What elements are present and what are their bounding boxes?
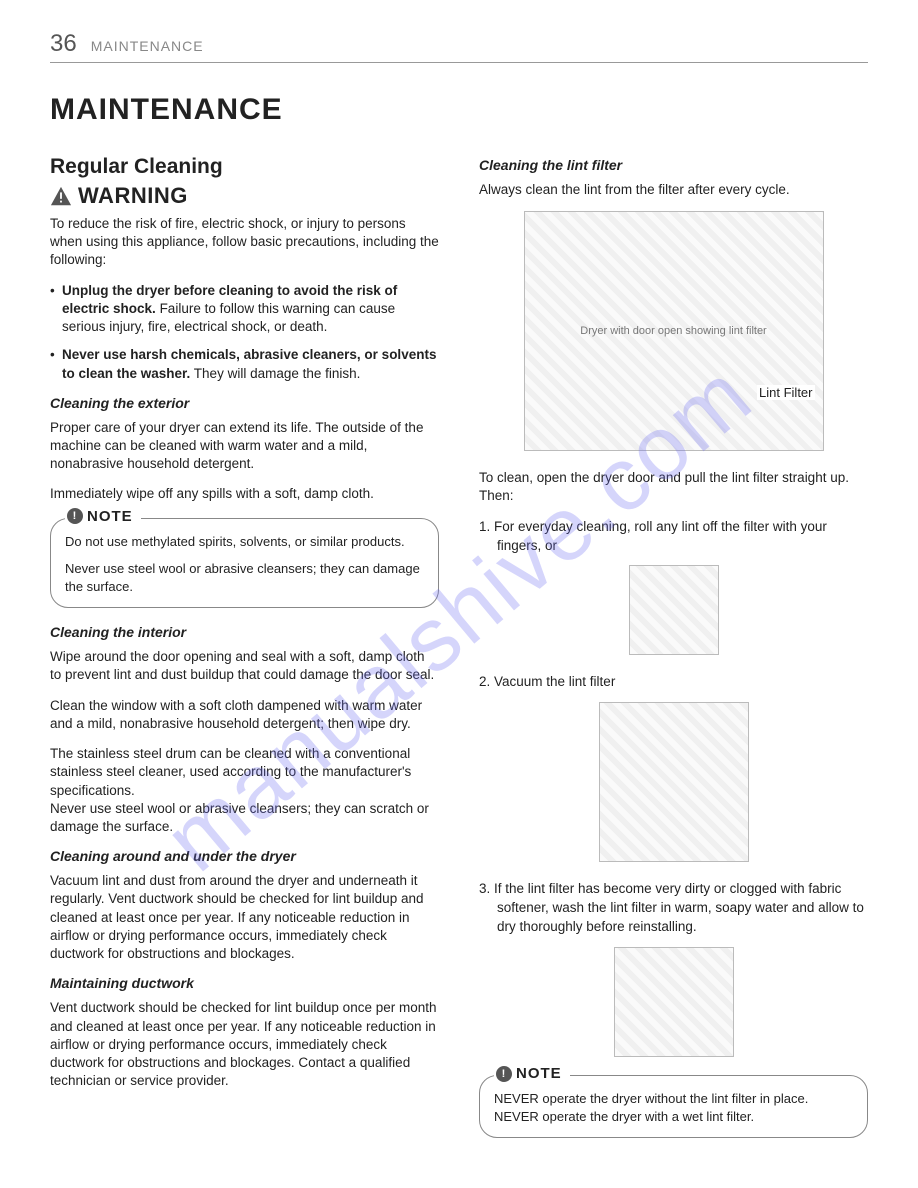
figure-vacuum <box>479 702 868 862</box>
p-around: Vacuum lint and dust from around the dry… <box>50 872 439 963</box>
note-label: ! NOTE <box>494 1065 570 1082</box>
lint-steps: 1. For everyday cleaning, roll any lint … <box>479 518 868 556</box>
warning-label-text: WARNING <box>78 183 188 209</box>
wash-illustration <box>614 947 734 1057</box>
p-exterior-2: Immediately wipe off any spills with a s… <box>50 485 439 503</box>
lint-filter-illustration <box>629 565 719 655</box>
step-2: 2. Vacuum the lint filter <box>479 673 868 692</box>
page-section-label: MAINTENANCE <box>91 38 204 54</box>
p-ductwork: Vent ductwork should be checked for lint… <box>50 999 439 1090</box>
figure-lint-roll <box>479 565 868 655</box>
note1-p1: Do not use methylated spirits, solvents,… <box>65 533 424 551</box>
p-toclean: To clean, open the dryer door and pull t… <box>479 469 868 505</box>
note-box-2: ! NOTE NEVER operate the dryer without t… <box>479 1075 868 1138</box>
figure-dryer: Dryer with door open showing lint filter… <box>479 211 868 451</box>
bullet-item: Never use harsh chemicals, abrasive clea… <box>50 346 439 382</box>
warning-heading: WARNING <box>50 183 439 209</box>
lint-filter-callout: Lint Filter <box>757 385 814 400</box>
figure-alt: Dryer with door open showing lint filter <box>580 325 766 337</box>
dryer-illustration: Dryer with door open showing lint filter… <box>524 211 824 451</box>
right-column: Cleaning the lint filter Always clean th… <box>479 155 868 1154</box>
warning-bullets: Unplug the dryer before cleaning to avoi… <box>50 282 439 383</box>
bullet-rest: They will damage the finish. <box>190 366 360 381</box>
p-interior-1: Wipe around the door opening and seal wi… <box>50 648 439 684</box>
lint-steps: 3. If the lint filter has become very di… <box>479 880 868 937</box>
heading-ductwork: Maintaining ductwork <box>50 975 439 991</box>
left-column: Regular Cleaning WARNING To reduce the r… <box>50 155 439 1154</box>
step-3: 3. If the lint filter has become very di… <box>479 880 868 937</box>
heading-interior: Cleaning the interior <box>50 624 439 640</box>
main-title: MAINTENANCE <box>50 93 868 127</box>
info-icon: ! <box>496 1066 512 1082</box>
p-interior-2: Clean the window with a soft cloth dampe… <box>50 697 439 733</box>
heading-around: Cleaning around and under the dryer <box>50 848 439 864</box>
lint-steps: 2. Vacuum the lint filter <box>479 673 868 692</box>
p-exterior-1: Proper care of your dryer can extend its… <box>50 419 439 474</box>
p-interior-3: The stainless steel drum can be cleaned … <box>50 745 439 836</box>
note2-text: NEVER operate the dryer without the lint… <box>494 1090 853 1125</box>
vacuum-illustration <box>599 702 749 862</box>
note-box-1: ! NOTE Do not use methylated spirits, so… <box>50 518 439 609</box>
bullet-item: Unplug the dryer before cleaning to avoi… <box>50 282 439 337</box>
step-1: 1. For everyday cleaning, roll any lint … <box>479 518 868 556</box>
p-lint-intro: Always clean the lint from the filter af… <box>479 181 868 199</box>
note1-p2: Never use steel wool or abrasive cleanse… <box>65 560 424 595</box>
note-label-text: NOTE <box>87 508 133 525</box>
page-header: 36 MAINTENANCE <box>50 30 868 63</box>
heading-exterior: Cleaning the exterior <box>50 395 439 411</box>
heading-lint-filter: Cleaning the lint filter <box>479 157 868 173</box>
note-label-text: NOTE <box>516 1065 562 1082</box>
figure-wash <box>479 947 868 1057</box>
warning-icon <box>50 186 72 206</box>
page-number: 36 <box>50 30 77 58</box>
subheading-regular-cleaning: Regular Cleaning <box>50 155 439 179</box>
content-columns: Regular Cleaning WARNING To reduce the r… <box>50 155 868 1154</box>
info-icon: ! <box>67 508 83 524</box>
warning-intro: To reduce the risk of fire, electric sho… <box>50 215 439 270</box>
note-label: ! NOTE <box>65 508 141 525</box>
